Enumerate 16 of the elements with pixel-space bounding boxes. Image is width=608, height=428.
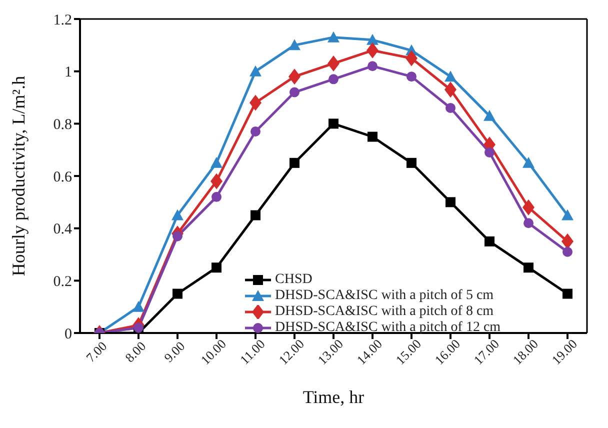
legend-label: DHSD-SCA&ISC with a pitch of 5 cm (275, 288, 494, 304)
x-tick-label: 7.00 (82, 338, 110, 366)
y-tick-label: 0.2 (53, 274, 72, 290)
x-axis-title: Time, hr (302, 387, 364, 407)
legend-label: DHSD-SCA&ISC with a pitch of 12 cm (275, 320, 501, 336)
x-tick-label: 9.00 (160, 338, 188, 366)
y-tick-label: 0.4 (53, 222, 72, 238)
x-tick-label: 8.00 (122, 338, 149, 366)
y-axis-title: Hourly productivity, L/m².h (8, 76, 28, 276)
y-tick-label: 1 (64, 64, 72, 81)
legend-label: CHSD (275, 272, 312, 288)
y-tick-label: 0.8 (53, 116, 72, 133)
legend-label: DHSD-SCA&ISC with a pitch of 8 cm (275, 304, 494, 320)
y-tick-label: 1.2 (53, 12, 72, 28)
y-tick-label: 0 (64, 326, 72, 342)
y-tick-label: 0.6 (53, 169, 72, 186)
